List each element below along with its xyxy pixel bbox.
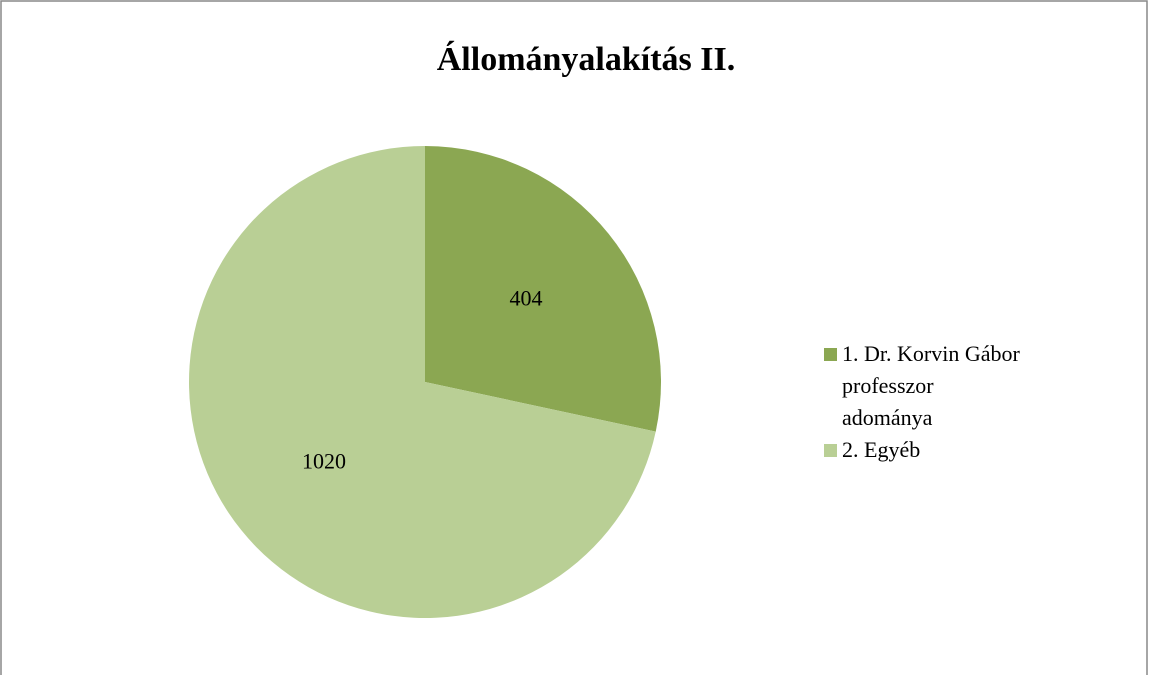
data-label: 1020 (302, 449, 346, 474)
legend-swatch (824, 444, 837, 457)
data-label: 404 (509, 285, 542, 310)
legend-item: 2. Egyéb (824, 434, 1024, 466)
legend-item: 1. Dr. Korvin Gábor professzor adománya (824, 338, 1024, 434)
legend-label: 1. Dr. Korvin Gábor professzor adománya (842, 341, 1020, 430)
legend-swatch (824, 348, 837, 361)
pie-slice (425, 146, 661, 432)
pie-slice (189, 146, 656, 619)
legend-label: 2. Egyéb (842, 437, 921, 462)
chart-title: Állományalakítás II. (437, 41, 736, 78)
legend: 1. Dr. Korvin Gábor professzor adománya 2… (824, 338, 1024, 466)
